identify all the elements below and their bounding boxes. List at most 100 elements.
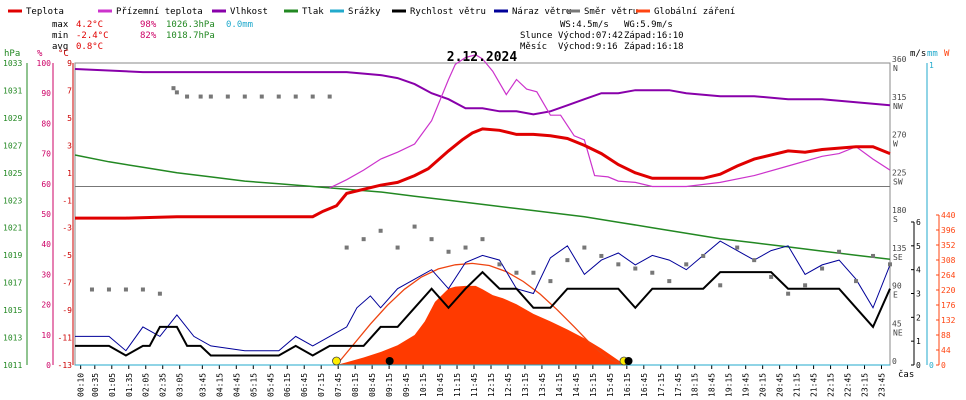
x-tick-label: 20:15: [759, 373, 768, 397]
stat-avg-label: avg: [52, 42, 68, 52]
wind-dir-tick-label: 180: [892, 206, 907, 215]
wind-dir-tick-label: 225: [892, 168, 907, 177]
x-tick-label: 01:05: [108, 373, 117, 397]
legend-entry: Tlak: [302, 7, 324, 17]
wind-direction-point: [378, 228, 383, 233]
rain-tick-label: 0: [929, 361, 934, 370]
temperature-tick-label: 5: [67, 114, 72, 123]
radiation-tick-label: 264: [941, 271, 956, 280]
legend-entry: Rychlost větru: [410, 7, 486, 17]
pressure-tick-label: 1023: [3, 196, 22, 205]
wind-direction-point: [820, 266, 825, 271]
temperature-line: [75, 127, 891, 220]
info-wg: WG:5.9m/s: [624, 20, 673, 30]
temperature-unit: °C: [58, 49, 69, 59]
wind-direction-point: [198, 94, 203, 99]
humidity-tick-label: 90: [41, 89, 51, 98]
info-moon-set: Západ:16:18: [624, 42, 684, 52]
radiation-tick-label: 44: [941, 346, 951, 355]
x-tick-label: 05:15: [249, 373, 258, 397]
wind-direction-point: [446, 249, 451, 254]
temperature-tick-label: -1: [62, 196, 72, 205]
temperature-tick-label: -5: [62, 251, 72, 260]
wind-dir-compass-label: NE: [893, 328, 903, 337]
wind-dir-tick-label: 270: [892, 131, 907, 140]
wind-direction-point: [208, 94, 213, 99]
radiation-tick-label: 308: [941, 256, 956, 265]
x-tick-label: 23:45: [878, 373, 887, 397]
wind-dir-tick-label: 360: [892, 55, 907, 64]
wind-dir-compass-label: SW: [893, 177, 903, 186]
x-tick-label: 10:45: [436, 373, 445, 397]
radiation-unit: W: [944, 49, 950, 59]
humidity-tick-label: 100: [37, 59, 52, 68]
wind-speed-tick-label: 6: [916, 218, 921, 227]
wind-direction-point: [735, 245, 740, 250]
info-ws: WS:4.5m/s: [560, 20, 609, 30]
wind-direction-point: [174, 90, 179, 95]
stat-min-hum: 82%: [140, 31, 157, 41]
pressure-tick-label: 1027: [3, 141, 22, 150]
legend-entry: Srážky: [348, 7, 381, 17]
x-tick-label: 06:15: [283, 373, 292, 397]
pressure-tick-label: 1033: [3, 59, 22, 68]
wind-direction-point: [854, 279, 859, 284]
stat-min-temp: -2.4°C: [76, 31, 109, 41]
wind-speed-tick-label: 4: [916, 266, 921, 275]
wind-speed-unit: m/s: [910, 49, 926, 59]
wind-direction-point: [395, 245, 400, 250]
pressure-tick-label: 1015: [3, 306, 22, 315]
wind-dir-compass-label: NW: [893, 102, 903, 111]
x-tick-label: 03:05: [176, 373, 185, 397]
stat-max-press: 1026.3hPa: [166, 20, 215, 30]
wind-speed-line: [75, 270, 891, 357]
axes: hPa1033103110291027102510231021101910171…: [3, 49, 956, 397]
ground-temperature-line: [329, 54, 891, 189]
wind-direction-point: [310, 94, 315, 99]
wind-direction-point: [514, 270, 519, 275]
wind-direction-point: [157, 291, 162, 296]
humidity-tick-label: 0: [46, 361, 51, 370]
x-tick-label: 19:15: [725, 373, 734, 397]
wind-direction-point: [225, 94, 230, 99]
wind-speed-tick-label: 3: [916, 290, 921, 299]
info-moon-rise: Východ:9:16: [558, 42, 618, 52]
wind-direction-point: [565, 258, 570, 263]
temperature-tick-label: 9: [67, 59, 72, 68]
x-tick-label: 14:45: [572, 373, 581, 397]
wind-direction-point: [548, 279, 553, 284]
wind-direction-point: [327, 94, 332, 99]
info-sun-label: Slunce: [520, 31, 553, 41]
wind-speed-tick-label: 0: [916, 361, 921, 370]
x-tick-label: 19:45: [742, 373, 751, 397]
wind-direction-point: [667, 279, 672, 284]
x-tick-label: 12:45: [504, 373, 513, 397]
legend-entry: Teplota: [26, 7, 64, 17]
x-tick-label: 22:15: [827, 373, 836, 397]
wind-gust-line: [75, 240, 891, 352]
plot-area: [74, 54, 892, 366]
wind-direction-point: [718, 283, 723, 288]
wind-dir-tick-label: 90: [892, 282, 902, 291]
chart-title: 2.12.2024: [447, 50, 518, 65]
x-tick-label: 14:15: [555, 373, 564, 397]
wind-dir-compass-label: N: [893, 64, 898, 73]
humidity-tick-label: 50: [41, 210, 51, 219]
wind-dir-compass-label: SE: [893, 253, 903, 262]
info-sun-rise: Východ:07:42: [558, 31, 623, 41]
x-tick-label: 08:15: [351, 373, 360, 397]
wind-direction-point: [123, 287, 128, 292]
wind-direction-point: [412, 224, 417, 229]
wind-direction-point: [752, 258, 757, 263]
temperature-tick-label: 3: [67, 141, 72, 150]
x-tick-label: 00:10: [77, 373, 86, 397]
wind-direction-point: [650, 270, 655, 275]
x-axis-label: čas: [898, 369, 914, 380]
radiation-tick-label: 352: [941, 241, 956, 250]
wind-direction-point: [633, 266, 638, 271]
x-tick-label: 04:45: [232, 373, 241, 397]
radiation-tick-label: 132: [941, 316, 956, 325]
wind-direction-point: [480, 237, 485, 242]
temperature-tick-label: 1: [67, 169, 72, 178]
wind-dir-tick-label: 135: [892, 244, 907, 253]
